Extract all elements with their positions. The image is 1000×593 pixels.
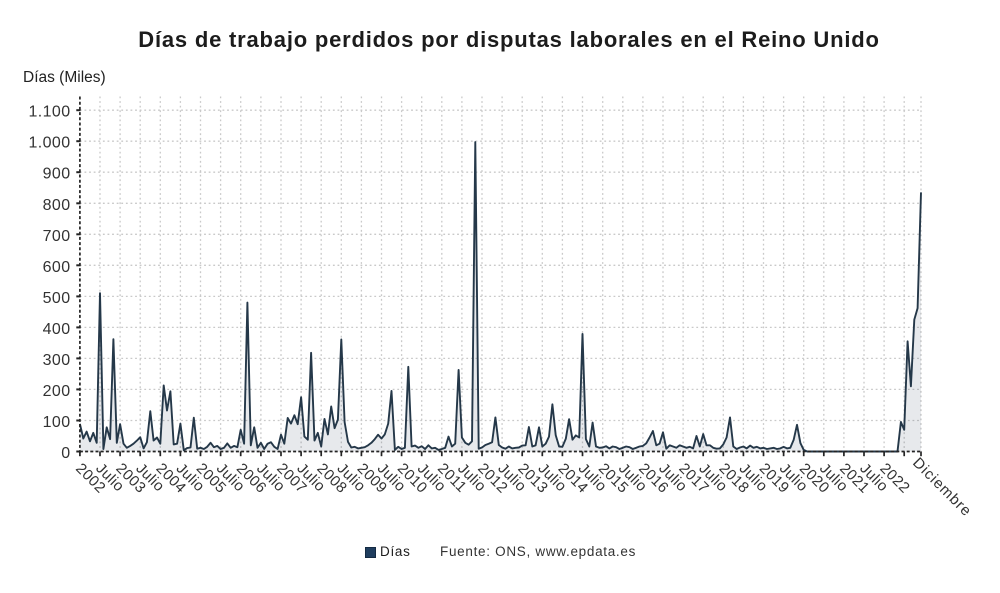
svg-text:200: 200 [43,383,71,400]
svg-text:600: 600 [43,259,71,276]
svg-text:300: 300 [43,352,71,369]
svg-text:0: 0 [61,445,70,462]
svg-text:500: 500 [43,290,71,307]
svg-text:1.000: 1.000 [28,135,70,152]
svg-text:900: 900 [43,166,71,183]
svg-text:1.100: 1.100 [28,104,70,121]
svg-text:Diciembre: Diciembre [909,454,975,520]
svg-text:800: 800 [43,197,71,214]
svg-text:700: 700 [43,228,71,245]
svg-text:400: 400 [43,321,71,338]
svg-text:100: 100 [43,414,71,431]
